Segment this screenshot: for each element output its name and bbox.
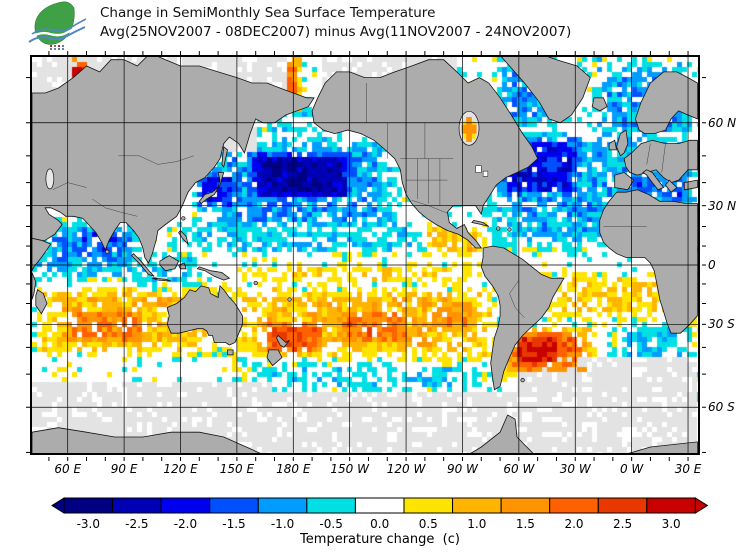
lon-label: 30 E xyxy=(674,462,702,476)
colorbar-segment xyxy=(306,497,356,514)
lon-label: 120 E xyxy=(163,462,198,476)
colorbar-segment xyxy=(403,497,454,514)
sst-anomaly-raster xyxy=(32,57,698,453)
colorbar-tick-label: -0.5 xyxy=(319,517,343,531)
colorbar-segment xyxy=(549,497,599,514)
colorbar-tick-label: -2.5 xyxy=(125,517,149,531)
colorbar-tick-label: 1.0 xyxy=(467,517,487,531)
colorbar-segment xyxy=(597,497,648,514)
lon-label: 0 W xyxy=(619,462,644,476)
colorbar-tick-label: 0.0 xyxy=(370,517,390,531)
lat-label: 0 xyxy=(708,258,716,272)
colorbar xyxy=(51,497,709,514)
lat-label: 60 N xyxy=(708,115,737,130)
lat-label: 60 S xyxy=(708,400,735,415)
lon-label: 180 E xyxy=(276,462,311,476)
colorbar-tick-label: 0.5 xyxy=(418,517,438,531)
colorbar-segment xyxy=(452,497,502,514)
colorbar-segment xyxy=(160,497,211,514)
lon-label: 90 E xyxy=(110,462,138,476)
colorbar-tick-label: 2.5 xyxy=(613,517,633,531)
colorbar-segment xyxy=(257,497,308,514)
colorbar-tick-label: 1.5 xyxy=(515,517,535,531)
lon-label: 150 W xyxy=(330,462,369,476)
colorbar-left-arrow xyxy=(51,497,65,514)
colorbar-caption: Temperature change (c) xyxy=(300,532,460,547)
lat-label: 30 S xyxy=(708,317,735,332)
colorbar-segment xyxy=(112,497,162,514)
colorbar-tick-label: -3.0 xyxy=(76,517,100,531)
map-frame xyxy=(30,55,700,455)
lon-label: 90 W xyxy=(446,462,478,476)
lon-label: 60 W xyxy=(503,462,535,476)
leaf-and-water-logo xyxy=(26,1,90,51)
lon-label: 30 W xyxy=(559,462,591,476)
lon-label: 150 E xyxy=(219,462,255,476)
page-title: Change in SemiMonthly Sea Surface Temper… xyxy=(100,5,436,21)
colorbar-segment xyxy=(63,497,114,514)
colorbar-segment xyxy=(354,497,405,514)
colorbar-tick-label: -1.5 xyxy=(222,517,246,531)
logo-graphic xyxy=(28,1,87,50)
colorbar-segment xyxy=(500,497,551,514)
logo-tiny-caption xyxy=(50,45,64,50)
page-subtitle: Avg(25NOV2007 - 08DEC2007) minus Avg(11N… xyxy=(100,24,572,40)
lat-label: 30 N xyxy=(708,198,737,213)
colorbar-segment xyxy=(646,497,696,514)
colorbar-tick-label: -2.0 xyxy=(173,517,198,531)
colorbar-tick-label: 3.0 xyxy=(661,517,681,531)
colorbar-right-arrow xyxy=(694,497,709,514)
colorbar-tick-label: 2.0 xyxy=(564,517,584,531)
title-block: Change in SemiMonthly Sea Surface Temper… xyxy=(100,4,571,42)
colorbar-tick-label: -1.0 xyxy=(270,517,295,531)
lon-label: 60 E xyxy=(54,462,82,476)
lon-label: 120 W xyxy=(386,462,426,476)
colorbar-segment xyxy=(209,497,259,514)
